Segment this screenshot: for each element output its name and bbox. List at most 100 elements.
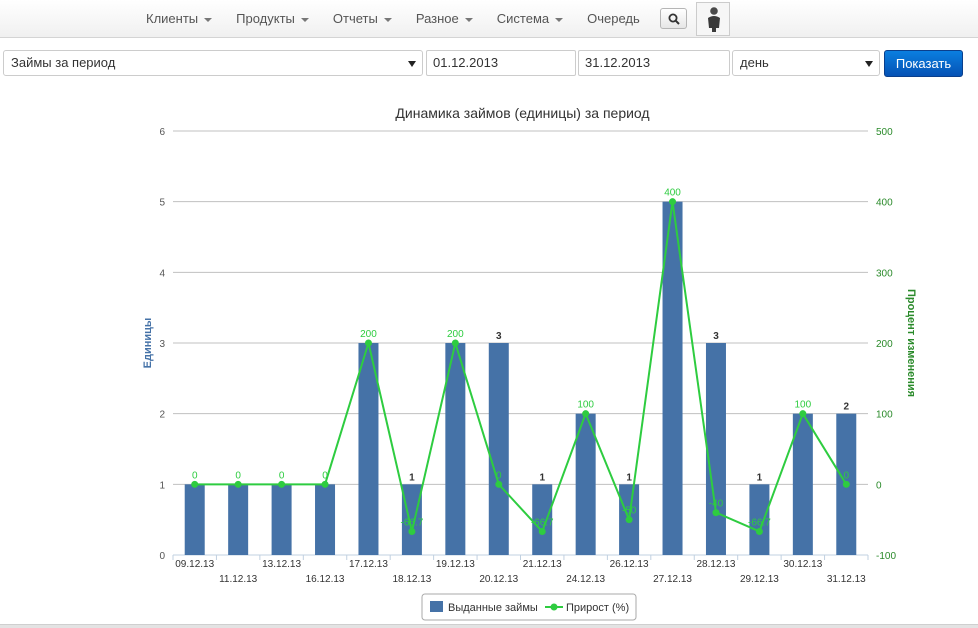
growth-point	[451, 339, 459, 347]
granularity-select[interactable]: день	[732, 50, 880, 76]
x-axis-tick-label: 21.12.13	[523, 559, 562, 570]
caret-down-icon	[383, 17, 392, 22]
nav-item-label: Разное	[415, 11, 459, 26]
growth-point	[799, 410, 807, 418]
legend-bar-swatch	[430, 601, 443, 612]
bar	[184, 484, 205, 555]
growth-data-label: -40	[709, 499, 724, 510]
x-axis-tick-label: 24.12.13	[566, 574, 605, 585]
x-axis-tick-label: 11.12.13	[219, 574, 258, 585]
x-axis-tick-label: 28.12.13	[697, 559, 736, 570]
bar	[315, 484, 336, 555]
growth-line	[194, 201, 848, 534]
page-bottom-border	[0, 624, 978, 628]
bar-data-label: 3	[496, 331, 502, 342]
growth-data-label: 200	[447, 329, 464, 340]
left-axis-tick-label: 2	[159, 410, 165, 421]
bar	[662, 201, 683, 555]
growth-data-label: 100	[577, 400, 594, 411]
bar-data-label: 2	[844, 402, 850, 413]
top-navbar: Клиенты Продукты Отчеты Разное Система Очеред…	[0, 0, 978, 38]
legend-line-marker	[550, 603, 558, 611]
growth-data-label: -50	[622, 506, 637, 517]
date-from-value: 01.12.2013	[433, 55, 499, 70]
x-axis-tick-label: 16.12.13	[306, 574, 345, 585]
nav-item[interactable]: Система	[485, 0, 575, 38]
nav-item[interactable]: Очередь	[575, 0, 652, 38]
nav-item[interactable]: Разное	[404, 0, 485, 38]
growth-data-label: 0	[496, 470, 502, 481]
nav-item-label: Отчеты	[332, 11, 378, 26]
legend-line-label: Прирост (%)	[566, 602, 629, 614]
nav-item-label: Система	[496, 11, 550, 26]
nav-item[interactable]: Клиенты	[134, 0, 224, 38]
right-axis-title: Процент изменения	[905, 289, 917, 397]
growth-point	[191, 480, 199, 488]
right-axis-tick-label: 300	[876, 268, 893, 279]
nav-item[interactable]: Отчеты	[321, 0, 404, 38]
growth-data-label: 400	[664, 188, 681, 199]
x-axis-tick-label: 20.12.13	[479, 574, 518, 585]
growth-data-label: 0	[322, 470, 328, 481]
legend-bar-label: Выданные займы	[448, 602, 538, 614]
nav-item-label: Клиенты	[146, 11, 199, 26]
growth-data-label: 100	[795, 400, 812, 411]
user-avatar-icon	[708, 7, 720, 32]
caret-down-icon	[555, 17, 564, 22]
left-axis-tick-label: 5	[159, 198, 165, 209]
x-axis-tick-label: 29.12.13	[740, 574, 779, 585]
x-axis-tick-label: 17.12.13	[349, 559, 388, 570]
growth-point	[495, 480, 503, 488]
growth-data-label: 0	[844, 470, 850, 481]
left-axis-tick-label: 6	[159, 127, 165, 138]
caret-down-icon	[300, 17, 309, 22]
bar-data-label: 1	[409, 472, 415, 483]
bar-data-label: 1	[626, 472, 632, 483]
growth-point	[321, 480, 329, 488]
left-axis-tick-label: 4	[159, 268, 165, 279]
right-axis-tick-label: 100	[876, 410, 893, 421]
bar	[532, 484, 553, 555]
chevron-down-icon	[408, 61, 416, 67]
nav-item-label: Очередь	[587, 11, 640, 26]
report-select[interactable]: Займы за период	[3, 50, 423, 76]
nav-item-label: Продукты	[236, 11, 295, 26]
report-select-value: Займы за период	[11, 55, 116, 70]
growth-point	[582, 410, 590, 418]
x-axis-tick-label: 27.12.13	[653, 574, 692, 585]
legend-box	[421, 593, 637, 621]
right-axis-tick-label: 500	[876, 127, 893, 138]
left-axis-tick-label: 0	[159, 551, 165, 562]
bar	[401, 484, 422, 555]
nav-item[interactable]: Продукты	[224, 0, 321, 38]
left-axis-title: Единицы	[142, 318, 154, 369]
growth-data-label: 0	[235, 470, 241, 481]
right-axis-tick-label: 200	[876, 339, 893, 350]
show-button[interactable]: Показать	[884, 50, 963, 77]
bar-data-label: 1	[757, 472, 763, 483]
growth-data-label: -66.7	[748, 517, 771, 528]
growth-point	[669, 198, 677, 206]
x-axis-tick-label: 31.12.13	[827, 574, 866, 585]
growth-point	[234, 480, 242, 488]
bar	[749, 484, 770, 555]
x-axis-tick-label: 30.12.13	[783, 559, 822, 570]
right-axis-tick-label: 0	[876, 480, 882, 491]
date-to-input[interactable]: 31.12.2013	[578, 50, 730, 76]
search-button[interactable]	[660, 8, 687, 29]
left-axis-tick-label: 3	[159, 339, 165, 350]
bar	[445, 343, 466, 555]
x-axis-tick-label: 19.12.13	[436, 559, 475, 570]
growth-point	[538, 527, 546, 535]
right-axis-tick-label: -100	[876, 551, 896, 562]
growth-data-label: 0	[192, 470, 198, 481]
date-from-input[interactable]: 01.12.2013	[426, 50, 576, 76]
growth-data-label: 0	[279, 470, 285, 481]
chart-title: Динамика займов (единицы) за период	[395, 105, 649, 121]
bar	[705, 343, 726, 555]
bar	[488, 343, 509, 555]
growth-point	[364, 339, 372, 347]
growth-point	[625, 516, 633, 524]
user-avatar[interactable]	[696, 2, 730, 36]
